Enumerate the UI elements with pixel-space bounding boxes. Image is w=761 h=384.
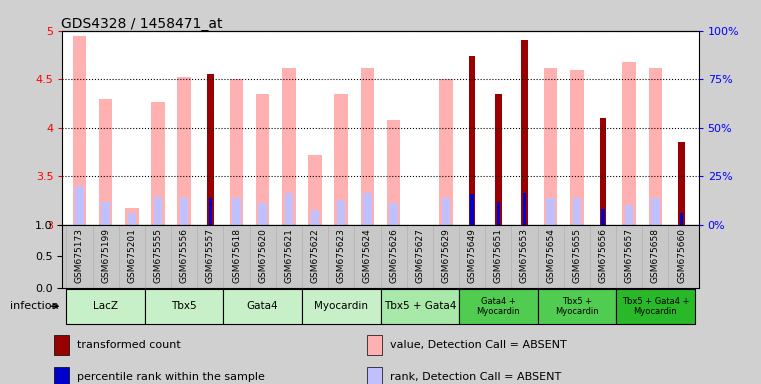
Text: Tbx5 + Gata4 +
Myocardin: Tbx5 + Gata4 + Myocardin	[622, 296, 689, 316]
Text: infection: infection	[10, 301, 59, 311]
Text: GSM675624: GSM675624	[363, 228, 372, 283]
Bar	[439, 79, 453, 225]
Bar	[151, 101, 165, 225]
Bar	[207, 74, 214, 225]
Text: Gata4: Gata4	[247, 301, 279, 311]
Text: GSM675621: GSM675621	[285, 228, 294, 283]
Text: GSM675626: GSM675626	[389, 228, 398, 283]
Bar	[497, 202, 500, 225]
Bar	[54, 335, 68, 355]
Text: GDS4328 / 1458471_at: GDS4328 / 1458471_at	[61, 17, 222, 31]
Bar	[442, 199, 451, 225]
Bar	[601, 209, 605, 225]
Bar	[259, 203, 267, 225]
Bar	[177, 77, 191, 225]
Text: Gata4 +
Myocardin: Gata4 + Myocardin	[476, 296, 520, 316]
Bar	[573, 199, 581, 225]
Bar	[128, 213, 136, 225]
Bar	[544, 68, 558, 225]
Bar	[209, 199, 212, 225]
Bar	[230, 79, 244, 225]
Text: rank, Detection Call = ABSENT: rank, Detection Call = ABSENT	[390, 372, 561, 382]
Text: percentile rank within the sample: percentile rank within the sample	[77, 372, 264, 382]
Bar	[154, 197, 162, 225]
Bar	[546, 199, 555, 225]
Bar	[99, 99, 113, 225]
Text: Myocardin: Myocardin	[314, 301, 368, 311]
FancyBboxPatch shape	[224, 289, 302, 324]
Bar	[625, 205, 633, 225]
Text: value, Detection Call = ABSENT: value, Detection Call = ABSENT	[390, 340, 567, 350]
Bar	[495, 94, 501, 225]
Text: GSM675622: GSM675622	[310, 228, 320, 283]
Text: GSM675653: GSM675653	[520, 228, 529, 283]
Bar	[101, 202, 110, 225]
FancyBboxPatch shape	[459, 289, 537, 324]
Bar	[387, 120, 400, 225]
Text: GSM675629: GSM675629	[441, 228, 451, 283]
Bar	[521, 40, 528, 225]
Bar	[651, 199, 660, 225]
FancyBboxPatch shape	[145, 289, 224, 324]
Bar	[648, 68, 662, 225]
Bar	[680, 213, 683, 225]
Bar	[282, 68, 296, 225]
Text: GSM675655: GSM675655	[572, 228, 581, 283]
FancyBboxPatch shape	[302, 289, 380, 324]
Bar	[367, 335, 382, 355]
Text: GSM675623: GSM675623	[336, 228, 345, 283]
Text: GSM675173: GSM675173	[75, 228, 84, 283]
Text: GSM675199: GSM675199	[101, 228, 110, 283]
Bar	[285, 193, 293, 225]
Bar	[337, 200, 345, 225]
Bar	[600, 118, 607, 225]
Bar	[180, 199, 188, 225]
Bar	[75, 186, 84, 225]
Text: GSM675651: GSM675651	[494, 228, 503, 283]
Bar	[363, 193, 371, 225]
Bar	[470, 194, 474, 225]
Bar	[310, 210, 319, 225]
Text: GSM675627: GSM675627	[416, 228, 425, 283]
Text: GSM675654: GSM675654	[546, 228, 556, 283]
Bar	[361, 68, 374, 225]
Text: Tbx5 + Gata4: Tbx5 + Gata4	[384, 301, 456, 311]
Bar	[622, 62, 636, 225]
FancyBboxPatch shape	[616, 289, 695, 324]
Bar	[256, 94, 269, 225]
Bar	[678, 142, 685, 225]
Bar	[72, 36, 86, 225]
Text: GSM675556: GSM675556	[180, 228, 189, 283]
Text: Tbx5: Tbx5	[171, 301, 197, 311]
Bar	[523, 193, 526, 225]
FancyBboxPatch shape	[380, 289, 459, 324]
Bar	[308, 155, 322, 225]
Text: GSM675649: GSM675649	[467, 228, 476, 283]
Text: GSM675620: GSM675620	[258, 228, 267, 283]
FancyBboxPatch shape	[66, 289, 145, 324]
Text: GSM675557: GSM675557	[205, 228, 215, 283]
Bar	[570, 70, 584, 225]
Text: GSM675618: GSM675618	[232, 228, 241, 283]
Bar	[367, 367, 382, 384]
Bar	[125, 208, 139, 225]
Text: GSM675656: GSM675656	[599, 228, 607, 283]
FancyBboxPatch shape	[537, 289, 616, 324]
Text: Tbx5 +
Myocardin: Tbx5 + Myocardin	[555, 296, 599, 316]
Text: GSM675660: GSM675660	[677, 228, 686, 283]
Bar	[54, 367, 68, 384]
Bar	[232, 199, 240, 225]
Text: LacZ: LacZ	[93, 301, 118, 311]
Text: GSM675657: GSM675657	[625, 228, 634, 283]
Text: GSM675201: GSM675201	[127, 228, 136, 283]
Bar	[390, 203, 398, 225]
Bar	[469, 56, 476, 225]
Bar	[334, 94, 348, 225]
Text: transformed count: transformed count	[77, 340, 180, 350]
Text: GSM675555: GSM675555	[154, 228, 162, 283]
Text: GSM675658: GSM675658	[651, 228, 660, 283]
